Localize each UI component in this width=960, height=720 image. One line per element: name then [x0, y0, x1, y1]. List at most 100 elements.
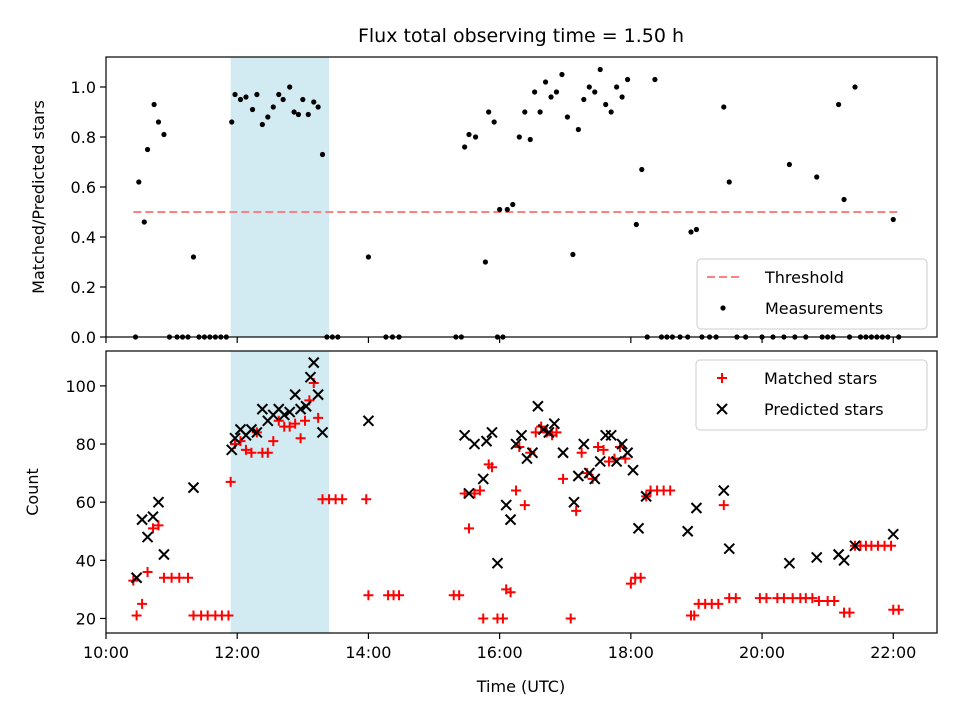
legend-predicted-swatch [716, 403, 728, 415]
bottom-series-2 [130, 356, 899, 584]
legend-entry-label: Predicted stars [764, 400, 884, 419]
measurement-point [559, 71, 565, 78]
matched-star-point [486, 462, 497, 473]
measurement-point [276, 91, 282, 98]
legend-entry-label: Measurements [765, 299, 883, 318]
predicted-star-point [136, 513, 148, 526]
measurement-point [624, 76, 631, 83]
measurement-point [688, 229, 694, 235]
predicted-star-point [245, 423, 258, 436]
measurement-point [639, 166, 645, 173]
predicted-star-point [256, 403, 269, 415]
predicted-star-point [229, 432, 241, 444]
x-axis-label: Time (UTC) [476, 677, 565, 696]
predicted-star-point [632, 522, 645, 535]
predicted-star-point [187, 481, 200, 494]
measurement-point [693, 226, 700, 233]
legend-measurement-swatch [720, 305, 726, 311]
predicted-star-point [723, 542, 735, 555]
measurement-point [835, 101, 842, 108]
predicted-star-point [537, 423, 550, 436]
predicted-star-point [141, 531, 154, 543]
predicted-star-point [838, 554, 850, 567]
measurement-point [365, 254, 372, 260]
predicted-star-point [627, 464, 639, 476]
measurement-point [482, 259, 489, 265]
measurement-point [721, 104, 727, 110]
predicted-star-point [718, 484, 730, 497]
predicted-star-point [811, 551, 823, 564]
matched-star-point [246, 447, 257, 458]
predicted-star-point [526, 447, 539, 459]
bottom-shaded-region [230, 351, 330, 633]
matched-star-point [505, 587, 516, 598]
y-tick-label: 0.4 [71, 228, 96, 247]
matched-star-point [464, 523, 475, 534]
predicted-star-point [681, 525, 694, 537]
matched-star-point [778, 593, 789, 604]
measurement-point [814, 174, 820, 180]
x-tick-label: 14:00 [345, 643, 391, 662]
matched-star-point [558, 473, 569, 484]
legend-matched-swatch [717, 373, 727, 383]
predicted-star-point [130, 572, 143, 584]
predicted-star-point [477, 473, 489, 485]
measurement-point [581, 96, 587, 103]
bottom-legend-box [695, 359, 928, 431]
measurement-point [633, 221, 639, 228]
predicted-star-point [557, 447, 569, 459]
measurement-point [504, 206, 510, 213]
measurement-point [586, 84, 592, 90]
matched-star-point [290, 418, 301, 429]
predicted-star-point [589, 473, 601, 485]
predicted-star-point [300, 400, 312, 412]
top-legend-box [696, 258, 928, 330]
measurement-point [516, 134, 522, 140]
measurement-point [161, 131, 167, 138]
matched-star-point [284, 421, 295, 432]
measurement-point [259, 121, 265, 128]
predicted-star-point [515, 429, 528, 442]
measurement-point [270, 104, 276, 110]
predicted-star-point [594, 455, 606, 468]
top-series-2 [132, 66, 902, 340]
matched-star-point [689, 610, 700, 621]
matched-star-point [273, 415, 284, 426]
matched-star-point [565, 613, 576, 624]
matched-star-point [153, 520, 164, 531]
predicted-star-point [463, 487, 475, 500]
matched-star-point [551, 427, 562, 438]
predicted-star-point [783, 557, 796, 569]
measurement-point [614, 84, 620, 90]
measurement-point [608, 109, 614, 115]
measurement-point [786, 161, 792, 168]
measurement-point [466, 131, 472, 138]
measurement-point [319, 151, 326, 158]
measurement-point [249, 106, 256, 113]
matched-star-point [469, 488, 480, 499]
predicted-star-point [278, 409, 290, 421]
matched-star-point [137, 598, 148, 609]
matched-star-point [886, 540, 897, 551]
y-tick-label: 80 [76, 435, 96, 454]
matched-star-point [268, 436, 279, 447]
measurement-point [553, 89, 560, 95]
matched-star-point [829, 596, 840, 607]
matched-star-point [761, 593, 772, 604]
top-legend: Threshold Measurements [696, 258, 928, 330]
matched-star-point [844, 607, 855, 618]
predicted-star-point [605, 429, 617, 442]
predicted-star-point [887, 528, 899, 540]
top-y-axis-label: Matched/Predicted stars [29, 100, 48, 294]
predicted-star-point [640, 490, 652, 503]
x-tick-label: 10:00 [83, 643, 129, 662]
measurement-point [472, 134, 479, 140]
measurement-point [510, 201, 516, 208]
predicted-star-point [690, 502, 703, 514]
matched-star-point [474, 485, 485, 496]
predicted-star-point [468, 438, 481, 450]
predicted-star-point [152, 496, 165, 508]
predicted-star-point [480, 435, 493, 447]
predicted-star-point [226, 444, 238, 456]
